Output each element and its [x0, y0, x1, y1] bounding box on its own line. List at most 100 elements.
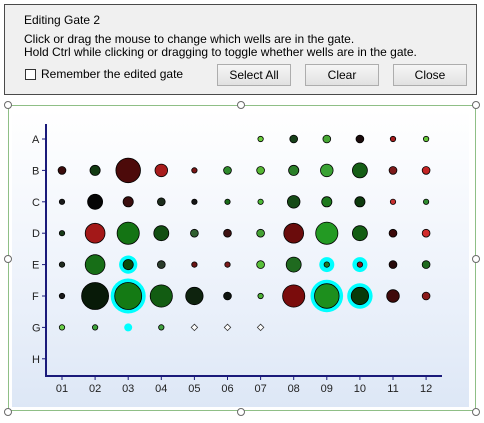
well-B08[interactable] — [288, 164, 300, 176]
well-C11[interactable] — [389, 198, 397, 205]
well-G02[interactable] — [92, 324, 99, 331]
well-D08[interactable] — [283, 222, 305, 244]
well-B06[interactable] — [223, 166, 232, 175]
well-F04[interactable] — [149, 284, 173, 308]
well-A12[interactable] — [422, 135, 430, 143]
row-label[interactable]: H — [32, 354, 40, 366]
well-B11[interactable] — [388, 166, 398, 175]
well-C10[interactable] — [354, 196, 366, 208]
well-B10[interactable] — [351, 162, 368, 179]
well-D05[interactable] — [190, 228, 199, 238]
well-F01[interactable] — [58, 292, 66, 300]
well-F06[interactable] — [223, 291, 232, 301]
well-B02[interactable] — [89, 164, 101, 176]
well-E07[interactable] — [256, 260, 265, 269]
row-label[interactable]: A — [32, 134, 40, 146]
resize-handle-top[interactable] — [237, 101, 245, 109]
well-E06[interactable] — [224, 261, 231, 268]
resize-handle-top-right[interactable] — [472, 101, 480, 109]
well-E02[interactable] — [84, 254, 106, 275]
column-label[interactable]: 08 — [288, 383, 300, 395]
well-G03[interactable] — [124, 323, 133, 332]
well-D04[interactable] — [153, 225, 170, 242]
well-C04[interactable] — [157, 197, 166, 207]
well-G01[interactable] — [58, 324, 66, 331]
row-label[interactable]: G — [32, 322, 41, 334]
well-E08[interactable] — [285, 256, 302, 273]
well-F03[interactable] — [114, 282, 143, 310]
well-G06[interactable] — [223, 323, 232, 332]
resize-handle-left[interactable] — [4, 255, 12, 263]
close-button[interactable]: Close — [393, 64, 467, 86]
well-B09[interactable] — [320, 163, 334, 178]
well-F12[interactable] — [421, 291, 431, 301]
row-label[interactable]: F — [32, 291, 39, 303]
row-label[interactable]: B — [32, 165, 39, 177]
well-B12[interactable] — [421, 166, 431, 175]
well-C01[interactable] — [58, 198, 66, 205]
well-B03[interactable] — [115, 157, 141, 184]
row-label[interactable]: E — [32, 260, 39, 272]
column-label[interactable]: 03 — [122, 383, 134, 395]
column-label[interactable]: 06 — [221, 383, 233, 395]
well-G07[interactable] — [256, 323, 265, 332]
row-label[interactable]: C — [32, 197, 40, 209]
column-label[interactable]: 11 — [387, 383, 398, 395]
well-D07[interactable] — [256, 228, 265, 238]
well-E11[interactable] — [388, 260, 398, 269]
well-D09[interactable] — [315, 221, 339, 245]
well-D06[interactable] — [223, 228, 232, 238]
column-label[interactable]: 07 — [254, 383, 266, 395]
well-C09[interactable] — [321, 196, 333, 208]
well-E10[interactable] — [356, 261, 363, 268]
column-label[interactable]: 04 — [155, 383, 167, 395]
column-label[interactable]: 09 — [321, 383, 333, 395]
well-G04[interactable] — [158, 324, 165, 331]
clear-button[interactable]: Clear — [305, 64, 379, 86]
well-F05[interactable] — [185, 286, 204, 306]
well-E04[interactable] — [157, 260, 166, 269]
well-F09[interactable] — [314, 283, 340, 309]
well-D02[interactable] — [84, 222, 106, 244]
well-D01[interactable] — [58, 230, 66, 237]
remember-gate-checkbox[interactable] — [25, 68, 36, 80]
well-C02[interactable] — [87, 193, 103, 210]
well-E12[interactable] — [421, 260, 431, 269]
well-C05[interactable] — [191, 198, 198, 205]
well-B01[interactable] — [57, 166, 67, 175]
resize-handle-right[interactable] — [472, 255, 480, 263]
well-F10[interactable] — [350, 286, 369, 306]
column-label[interactable]: 12 — [420, 383, 432, 395]
well-E03[interactable] — [122, 259, 134, 271]
remember-gate-label[interactable]: Remember the edited gate — [41, 67, 184, 81]
well-D11[interactable] — [388, 228, 398, 238]
resize-handle-bottom[interactable] — [237, 408, 245, 416]
well-D03[interactable] — [116, 221, 140, 245]
well-C03[interactable] — [122, 196, 134, 208]
well-B05[interactable] — [191, 167, 198, 174]
column-label[interactable]: 01 — [56, 383, 68, 395]
resize-handle-bottom-right[interactable] — [472, 408, 480, 416]
well-C12[interactable] — [422, 198, 430, 205]
well-A11[interactable] — [389, 135, 397, 143]
well-E05[interactable] — [191, 261, 198, 268]
resize-handle-bottom-left[interactable] — [4, 408, 12, 416]
resize-handle-top-left[interactable] — [4, 101, 12, 109]
well-A09[interactable] — [322, 134, 332, 144]
remember-gate-option[interactable]: Remember the edited gate — [25, 67, 183, 81]
well-D12[interactable] — [421, 228, 431, 238]
column-label[interactable]: 05 — [188, 383, 200, 395]
well-F02[interactable] — [81, 282, 109, 310]
column-label[interactable]: 10 — [354, 383, 366, 395]
row-label[interactable]: D — [32, 228, 40, 240]
well-C06[interactable] — [224, 198, 231, 205]
well-F11[interactable] — [386, 289, 400, 303]
well-A10[interactable] — [355, 134, 365, 144]
well-F07[interactable] — [257, 292, 264, 300]
well-C08[interactable] — [287, 195, 301, 209]
well-F08[interactable] — [282, 284, 306, 308]
well-A08[interactable] — [289, 134, 299, 144]
well-B04[interactable] — [154, 163, 169, 178]
well-A07[interactable] — [257, 135, 264, 143]
